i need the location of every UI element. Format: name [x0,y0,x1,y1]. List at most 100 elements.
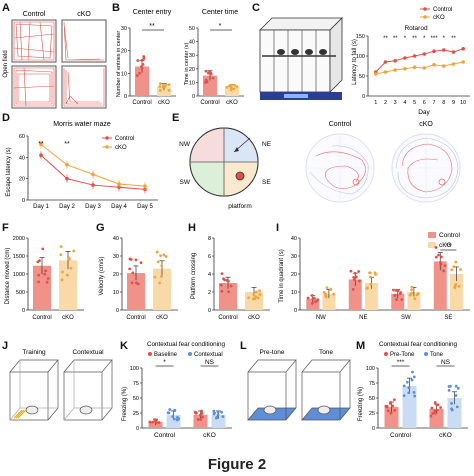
chart-m-control-tone-point [407,391,411,395]
chart-b-left-control-point [138,71,141,75]
chart-m-cko-tone-point [456,386,460,390]
chart-k-control-contextual-point [166,411,170,415]
chart-h-cko-point [252,293,256,297]
chart-h-ylabel: Platform crossing [191,253,197,299]
open-field-arena-control-1 [11,19,57,63]
chart-m-cko-tone-point [454,394,458,397]
chart-h-xtick: Control [218,315,237,321]
chart-k-control-baseline-point [157,421,161,424]
chart-i-nw-cko-point [324,295,328,299]
panel-label-g: G [96,222,105,234]
chart-i-ne-cko-point [366,286,369,290]
chart-g-cko-point [160,264,164,268]
center-entry-time-chart: Center entry Center time Number of entri… [116,9,244,106]
training-box [9,359,59,421]
chart-m-ytick-label: 50 [369,396,375,402]
chart-k-legend-contextual: Contextual [194,352,223,358]
platform-marker [235,171,245,181]
chart-m-cko-tone-bar [447,398,462,428]
chart-m-control-tone-point [412,375,416,379]
rotarod-mice [277,49,327,55]
chart-g-cko-point [159,275,163,278]
chart-f-cko-point [60,278,64,282]
contextual-box [63,359,113,421]
chart-k-ytick-label: 0 [136,426,139,432]
quadrant-sw-label: SW [180,179,191,186]
panel-label-f: F [2,222,9,234]
chart-f-control-point [45,280,49,284]
chart-b-right-control-point [209,72,213,76]
chart-b-sig-left: ** [149,23,155,30]
chart-f-control-bar [33,265,51,310]
chart-k-control-baseline-point [148,420,152,424]
chart-b-sig-right: * [219,23,222,30]
chart-c-point-control [451,50,456,54]
chart-i-nw-cko-point [325,286,329,289]
chart-m-cko-tone-point [450,401,453,405]
chart-c-xtick: 8 [442,100,445,106]
chart-i-sw-cko-point [415,293,419,297]
water-maze-chart: Morris water maze Escape latency (s) Con… [6,121,158,210]
chart-h-xtick: cKO [248,315,260,321]
chart-m-control-tone-point [413,394,417,398]
chart-f-cko-point [67,257,71,261]
chart-c-xtick: 3 [394,100,397,106]
chart-f-xtick: Control [32,315,51,321]
chart-g-control-point [131,271,135,275]
chart-k-cko-baseline-bar [193,414,208,428]
chart-i-nw-cko-point [322,290,326,294]
chart-m-xtick: cKO [439,432,452,439]
chart-c-ytick-label: 100 [356,54,365,60]
panel-label-l: L [240,340,247,352]
chart-b-right-control-point [208,69,212,73]
chart-b-left-cko-bar [157,86,171,96]
chart-k-control-contextual-point [168,408,172,411]
chart-b-left-control-point [139,65,143,69]
chart-b-right-cko-point [232,87,236,91]
chart-i-nw-control-point [315,299,319,303]
chart-b-left-control-point [135,74,139,77]
chart-m-xtick: Control [390,432,412,439]
fear-conditioning-boxes: Training Contextual [9,349,113,421]
chart-m-legend-tone: Tone [430,352,444,358]
chart-c-point-cko [412,65,417,69]
chart-h-cko-point [258,289,261,293]
chart-c-legend-cko: cKO [433,15,445,21]
chart-f-xtick: cKO [62,315,74,321]
chart-h-ytick-label: 0 [208,308,211,314]
chart-m-control-pre-tone-point [392,398,396,402]
chart-m-sig: NS [441,359,451,366]
chart-i-se-control-point [439,261,442,264]
chart-c-point-cko [383,70,388,74]
chart-i-ne-cko-point [373,271,377,275]
chart-h-cko-point [254,295,258,299]
chart-g-control-point [139,261,143,265]
chart-i-nw-control-point [306,296,310,300]
chart-f-control-point [41,247,45,251]
chart-i-ne-cko-point [369,275,372,279]
chart-c-ytick-label: 0 [362,94,365,100]
chart-i-legend-cko: cKO [439,242,452,249]
chart-b-left-cko-point [167,83,171,87]
chart-g-cko-bar [153,268,171,310]
chart-m-cko-pre-tone-point [430,406,434,410]
chart-i-xtick: NW [316,315,326,321]
chart-h-control-point [220,272,224,276]
chart-i-ne-control-point [352,278,356,282]
track-cko [391,133,461,203]
track-cko-label: cKO [419,121,433,128]
fear-conditioning-tone-chart: Contextual fear conditioning Freezing (%… [358,341,468,439]
chart-d-legend-control: Control [115,136,134,142]
chart-k-sig: NS [205,359,215,366]
chart-i-ylabel: Time in quadrant (s) [279,249,285,302]
chart-i-ne-control-point [351,287,355,291]
chart-i-sig: ** [446,243,452,250]
panel-label-j: J [2,340,9,352]
panel-label-k: K [120,340,128,352]
chart-m-control-pre-tone-bar [384,407,399,428]
open-field-row-label: Open field [3,50,9,77]
chart-c-legend-control: Control [433,7,452,13]
chart-h-ytick-label: 8 [208,236,211,242]
chart-f-cko-point [65,273,69,277]
chart-i-se-control-point [443,264,447,268]
